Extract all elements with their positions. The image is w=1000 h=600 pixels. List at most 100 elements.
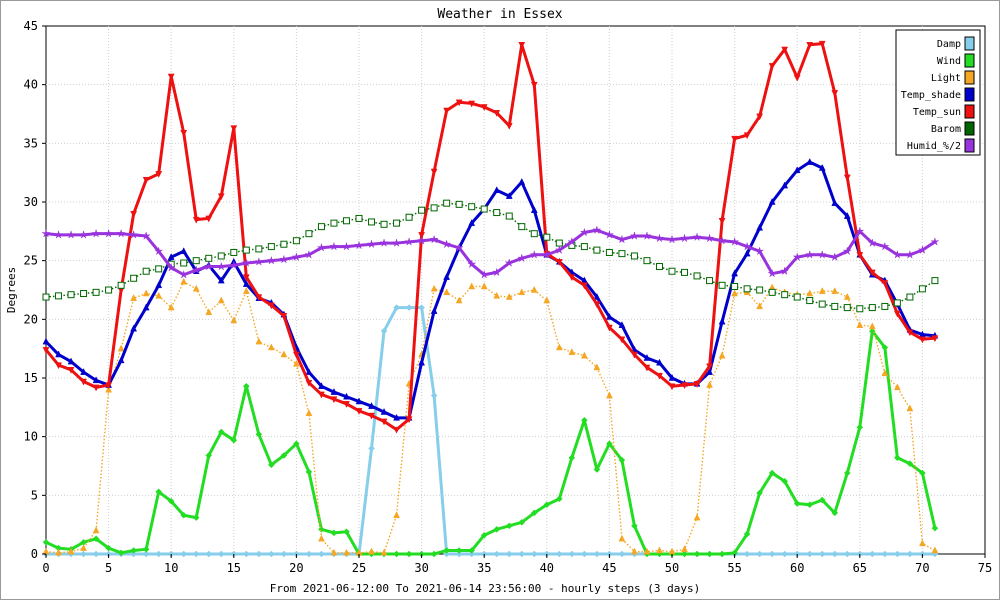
data-point-wind: [543, 501, 551, 509]
x-tick-label: 50: [665, 561, 679, 575]
data-point-barom: [205, 254, 213, 262]
data-point-temp-sun: [706, 363, 713, 371]
data-point-barom: [292, 237, 300, 245]
data-point-temp-shade: [142, 303, 150, 311]
data-point-humid-2: [717, 235, 727, 245]
data-point-damp: [155, 550, 163, 558]
data-point-light: [192, 284, 200, 292]
data-point-temp-shade: [430, 307, 438, 314]
data-point-temp-sun: [67, 367, 75, 374]
data-point-wind: [155, 488, 163, 496]
data-point-wind: [706, 550, 713, 558]
data-point-wind: [293, 440, 300, 448]
data-point-barom: [393, 219, 401, 227]
data-point-temp-sun: [267, 302, 275, 310]
data-point-barom: [430, 204, 438, 212]
data-point-temp-shade: [605, 312, 613, 320]
data-point-wind: [430, 550, 438, 558]
data-point-light: [305, 409, 313, 416]
data-point-light: [255, 337, 263, 345]
data-point-humid-2: [629, 231, 640, 241]
data-point-barom: [505, 212, 513, 220]
data-point-light: [380, 548, 388, 556]
legend-swatch-light: [964, 70, 975, 85]
data-point-barom: [781, 291, 789, 299]
data-point-wind: [781, 477, 789, 485]
data-point-wind: [756, 489, 763, 497]
data-point-temp-sun: [430, 168, 438, 176]
data-point-humid-2: [341, 241, 352, 251]
data-point-light: [806, 289, 814, 297]
data-point-humid-2: [53, 229, 64, 239]
data-point-temp-sun: [693, 381, 701, 388]
data-point-humid-2: [416, 235, 427, 245]
data-point-light: [142, 289, 150, 297]
data-point-light: [117, 344, 125, 352]
data-point-humid-2: [429, 234, 439, 244]
data-point-light: [230, 316, 238, 324]
data-point-temp-sun: [893, 310, 901, 318]
data-point-temp-shade: [768, 197, 776, 205]
data-point-wind: [443, 547, 450, 554]
data-point-temp-shade: [130, 324, 138, 332]
data-point-damp: [405, 304, 413, 311]
data-point-damp: [242, 550, 250, 558]
data-point-barom: [342, 217, 350, 225]
data-point-light: [330, 548, 338, 556]
data-point-light: [543, 296, 551, 304]
data-point-damp: [455, 550, 463, 558]
data-point-temp-sun: [668, 383, 676, 391]
data-point-light: [430, 284, 438, 292]
data-point-barom: [443, 199, 451, 207]
data-point-temp-shade: [593, 292, 601, 300]
legend-label-barom: Barom: [931, 124, 961, 135]
data-point-temp-sun: [643, 364, 651, 372]
data-point-temp-sun: [856, 252, 864, 259]
data-point-barom: [142, 267, 150, 275]
legend-swatch-barom: [964, 121, 975, 136]
data-point-damp: [393, 304, 400, 311]
data-point-humid-2: [592, 225, 602, 235]
data-point-light: [693, 513, 701, 521]
data-point-light: [368, 547, 375, 555]
data-point-temp-shade: [180, 247, 188, 255]
series-temp-sun: [42, 40, 939, 434]
data-point-damp: [268, 550, 275, 558]
x-tick-label: 65: [853, 561, 867, 575]
data-point-humid-2: [742, 241, 752, 251]
data-point-damp: [505, 550, 513, 558]
series-layer: [41, 40, 940, 558]
data-point-humid-2: [667, 234, 677, 244]
data-point-temp-sun: [530, 81, 538, 89]
data-point-barom: [455, 200, 463, 208]
data-point-temp-sun: [743, 132, 751, 140]
data-point-barom: [681, 268, 689, 276]
data-point-humid-2: [454, 242, 464, 252]
data-point-barom: [530, 230, 538, 238]
data-point-temp-shade: [468, 219, 476, 226]
data-point-barom: [355, 214, 363, 222]
legend-label-damp: Damp: [937, 39, 961, 50]
data-point-light: [881, 369, 889, 377]
data-point-temp-sun: [105, 382, 113, 390]
data-point-light: [568, 348, 576, 355]
data-point-temp-sun: [355, 408, 363, 415]
data-point-humid-2: [304, 249, 314, 259]
data-point-humid-2: [153, 246, 164, 256]
data-point-temp-sun: [818, 40, 826, 48]
data-point-barom: [743, 285, 751, 293]
data-point-wind: [743, 530, 751, 538]
data-point-temp-shade: [380, 407, 388, 415]
data-point-light: [643, 547, 651, 555]
data-point-temp-sun: [393, 426, 400, 434]
data-point-wind: [242, 382, 250, 390]
data-point-barom: [55, 292, 63, 300]
data-point-temp-shade: [67, 357, 75, 365]
data-point-humid-2: [754, 246, 765, 256]
data-point-temp-shade: [530, 206, 538, 213]
data-point-damp: [443, 550, 450, 558]
data-point-wind: [843, 469, 851, 477]
legend: Damp Wind Light Temp_shade Temp_sun Barom Humi…: [895, 29, 981, 156]
data-point-wind: [305, 468, 313, 476]
data-point-barom: [180, 259, 188, 267]
